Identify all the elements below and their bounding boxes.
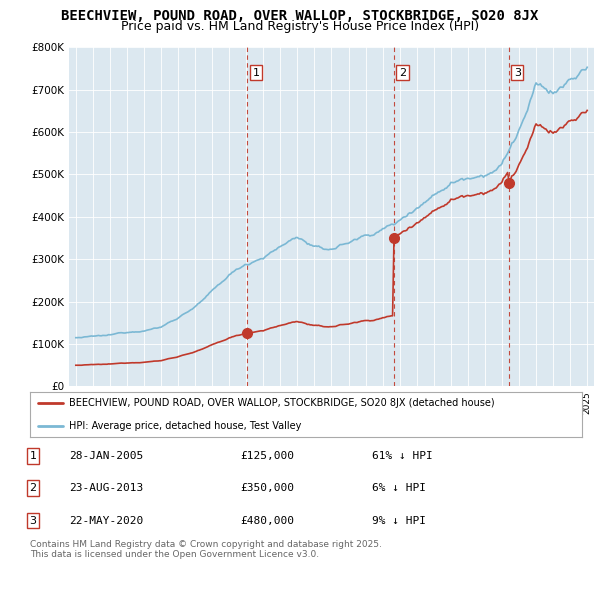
- Text: £125,000: £125,000: [240, 451, 294, 461]
- Text: 2: 2: [29, 483, 37, 493]
- Text: 23-AUG-2013: 23-AUG-2013: [69, 483, 143, 493]
- Text: Price paid vs. HM Land Registry's House Price Index (HPI): Price paid vs. HM Land Registry's House …: [121, 20, 479, 33]
- Text: £480,000: £480,000: [240, 516, 294, 526]
- Text: 3: 3: [514, 68, 521, 78]
- Text: 9% ↓ HPI: 9% ↓ HPI: [372, 516, 426, 526]
- Text: 61% ↓ HPI: 61% ↓ HPI: [372, 451, 433, 461]
- Text: HPI: Average price, detached house, Test Valley: HPI: Average price, detached house, Test…: [68, 421, 301, 431]
- Text: 2: 2: [399, 68, 406, 78]
- Text: 3: 3: [29, 516, 37, 526]
- Text: 22-MAY-2020: 22-MAY-2020: [69, 516, 143, 526]
- Text: Contains HM Land Registry data © Crown copyright and database right 2025.
This d: Contains HM Land Registry data © Crown c…: [30, 540, 382, 559]
- Text: 1: 1: [253, 68, 260, 78]
- Text: £350,000: £350,000: [240, 483, 294, 493]
- Text: 28-JAN-2005: 28-JAN-2005: [69, 451, 143, 461]
- Text: 1: 1: [29, 451, 37, 461]
- Text: BEECHVIEW, POUND ROAD, OVER WALLOP, STOCKBRIDGE, SO20 8JX (detached house): BEECHVIEW, POUND ROAD, OVER WALLOP, STOC…: [68, 398, 494, 408]
- Text: 6% ↓ HPI: 6% ↓ HPI: [372, 483, 426, 493]
- Text: BEECHVIEW, POUND ROAD, OVER WALLOP, STOCKBRIDGE, SO20 8JX: BEECHVIEW, POUND ROAD, OVER WALLOP, STOC…: [61, 9, 539, 24]
